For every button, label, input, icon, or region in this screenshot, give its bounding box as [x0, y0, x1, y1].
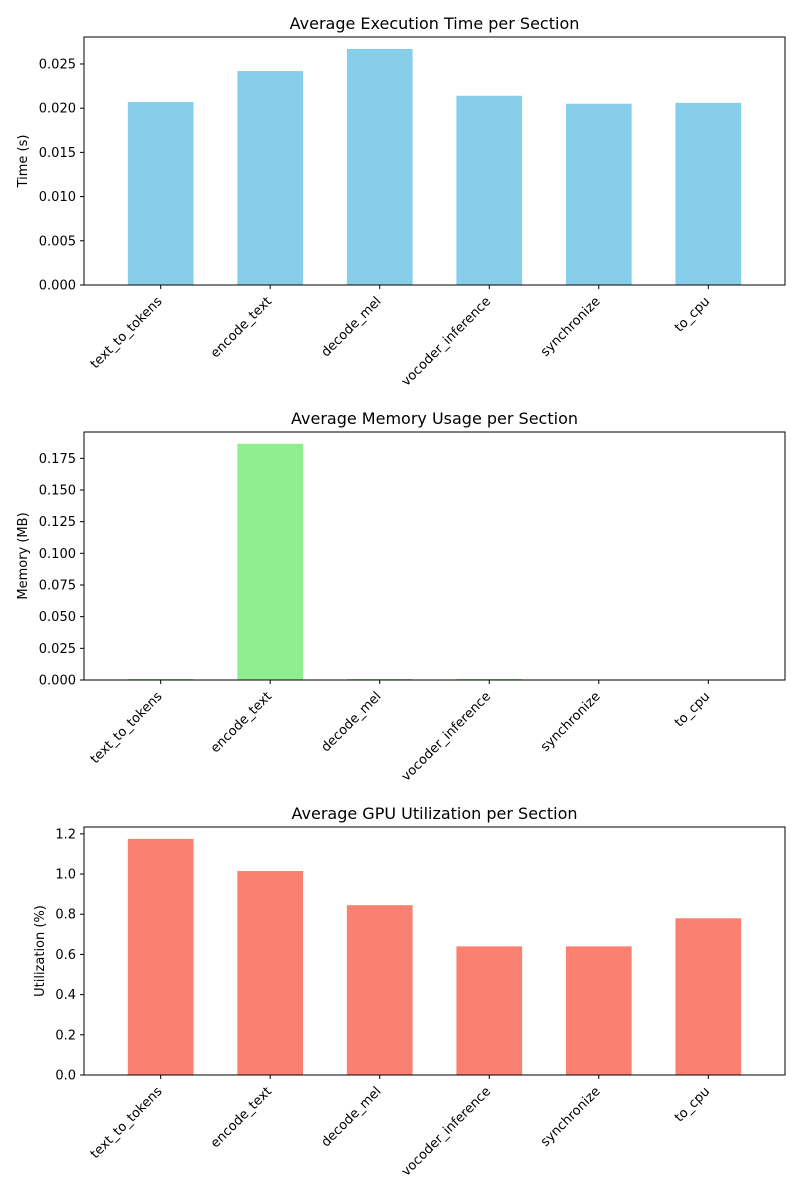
y-ticks: 0.0 0.2 0.4 0.6 0.8 1.0 1.2: [55, 827, 84, 1084]
y-tick-label: 0.8: [55, 908, 76, 923]
y-tick-label: 1.0: [55, 868, 76, 883]
plot-frame: [83, 36, 786, 286]
bar: [127, 838, 194, 1075]
bar: [565, 103, 632, 285]
y-tick-label: 0.100: [39, 547, 76, 562]
bar: [237, 443, 304, 680]
y-tick-label: 0.075: [39, 579, 76, 594]
y-tick-label: 0.015: [39, 146, 76, 161]
chart-title: Average Execution Time per Section: [290, 14, 580, 33]
bar: [456, 946, 523, 1075]
bar: [675, 918, 742, 1075]
y-axis-label: Utilization (%): [33, 905, 48, 997]
y-tick-label: 0.125: [39, 515, 76, 530]
bar: [675, 102, 742, 285]
bar: [456, 678, 523, 680]
bars: [127, 48, 742, 286]
bar: [127, 101, 194, 286]
bar: [346, 905, 413, 1075]
y-tick-label: 0.2: [55, 1028, 76, 1043]
y-tick-label: 0.4: [55, 988, 76, 1003]
y-tick-label: 0.005: [39, 234, 76, 249]
y-tick-label: 0.175: [39, 452, 76, 467]
bar: [346, 48, 413, 286]
plot-frame: [83, 431, 786, 681]
chart-title: Average Memory Usage per Section: [291, 409, 578, 428]
y-tick-label: 0.000: [39, 674, 76, 689]
bar: [565, 946, 632, 1075]
y-ticks: 0.000 0.025 0.050 0.075 0.100 0.125 0.150 0.175: [39, 452, 84, 689]
y-ticks: 0.000 0.005 0.010 0.015 0.020 0.025: [39, 57, 84, 294]
bar: [456, 95, 523, 285]
bar: [127, 678, 194, 680]
y-tick-label: 0.050: [39, 610, 76, 625]
y-tick-label: 0.025: [39, 57, 76, 72]
y-tick-label: 0.0: [55, 1069, 76, 1084]
y-axis-label: Time (s): [16, 135, 31, 189]
y-tick-label: 0.6: [55, 948, 76, 963]
y-tick-label: 1.2: [55, 827, 76, 842]
bar: [346, 678, 413, 680]
y-tick-label: 0.010: [39, 190, 76, 205]
bar: [237, 871, 304, 1075]
bar: [237, 71, 304, 285]
y-tick-label: 0.000: [39, 279, 76, 294]
bars: [127, 443, 523, 680]
chart-title: Average GPU Utilization per Section: [292, 804, 578, 823]
y-axis-label: Memory (MB): [16, 512, 31, 599]
plot-frame: [83, 826, 786, 1076]
y-tick-label: 0.150: [39, 484, 76, 499]
y-tick-label: 0.020: [39, 102, 76, 117]
bars: [127, 838, 742, 1075]
y-tick-label: 0.025: [39, 642, 76, 657]
